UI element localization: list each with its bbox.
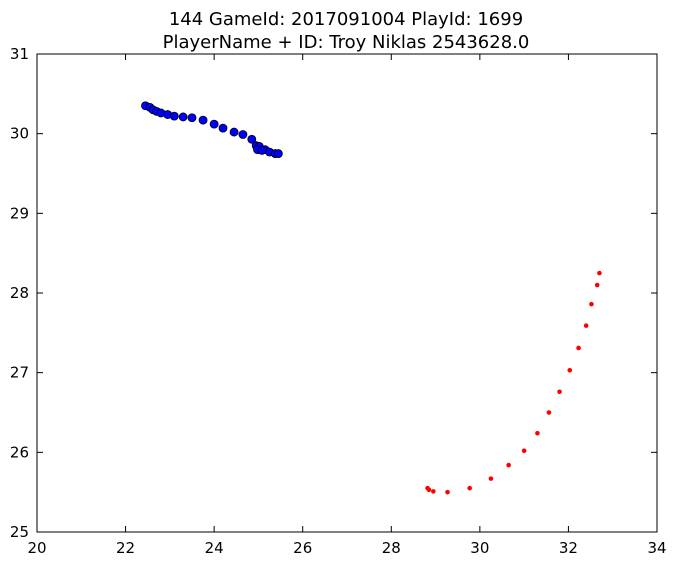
series-1 (425, 270, 602, 495)
data-point (273, 149, 283, 158)
axis-tick-labels: 20 22 24 26 28 30 32 34 25 26 27 28 29 30 31 (10, 45, 667, 557)
data-point (546, 410, 552, 415)
data-point (576, 345, 581, 351)
axis-ticks (36, 53, 658, 533)
data-point (247, 134, 257, 144)
data-point (594, 282, 600, 288)
chart-title: 144 GameId: 2017091004 PlayId: 1699 (169, 9, 523, 30)
data-point (521, 448, 527, 454)
data-point (238, 130, 248, 139)
x-tick-label: 20 (27, 539, 46, 557)
y-tick-label: 29 (10, 204, 29, 222)
data-point (535, 430, 540, 436)
y-tick-label: 30 (10, 125, 29, 143)
data-point (209, 119, 219, 129)
y-tick-label: 31 (10, 45, 29, 63)
data-point (198, 115, 208, 125)
x-tick-label: 22 (116, 539, 135, 557)
data-point (589, 301, 594, 307)
data-point (425, 485, 430, 491)
plot-frame (36, 53, 658, 533)
data-point (257, 145, 267, 155)
data-point (218, 123, 228, 133)
x-tick-label: 24 (205, 539, 224, 557)
y-tick-label: 25 (10, 523, 29, 541)
x-tick-label: 30 (470, 539, 489, 557)
x-tick-label: 26 (293, 539, 312, 557)
series-layer (141, 101, 602, 495)
data-point (567, 367, 573, 373)
chart-subtitle: PlayerName + ID: Troy Niklas 2543628.0 (163, 32, 530, 53)
data-point (431, 489, 436, 494)
data-point (488, 476, 494, 481)
data-point (557, 389, 562, 395)
data-point (445, 489, 450, 495)
x-tick-label: 32 (559, 539, 578, 557)
data-point (178, 112, 188, 122)
data-point (467, 485, 472, 491)
y-tick-label: 28 (10, 284, 29, 302)
x-tick-label: 28 (382, 539, 401, 557)
data-point (187, 113, 197, 123)
data-point (229, 127, 239, 137)
data-point (169, 111, 179, 121)
series-0 (141, 101, 283, 158)
y-tick-label: 27 (10, 364, 29, 382)
data-point (506, 462, 511, 468)
data-point (583, 323, 589, 328)
data-point (597, 270, 602, 276)
x-tick-label: 34 (647, 539, 666, 557)
y-tick-label: 26 (10, 443, 29, 461)
